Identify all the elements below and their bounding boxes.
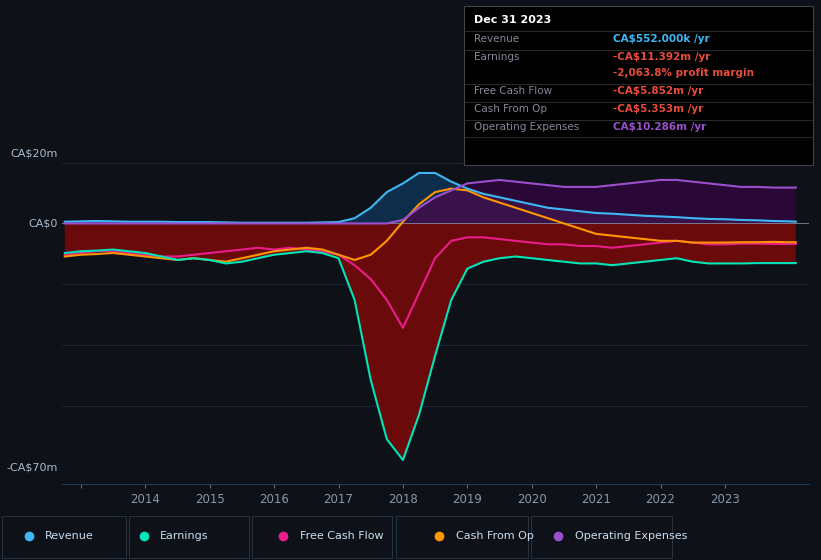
- Text: Operating Expenses: Operating Expenses: [575, 531, 687, 541]
- Text: Cash From Op: Cash From Op: [474, 104, 547, 114]
- Text: -CA$5.852m /yr: -CA$5.852m /yr: [613, 86, 704, 96]
- Text: Free Cash Flow: Free Cash Flow: [300, 531, 383, 541]
- Text: Cash From Op: Cash From Op: [456, 531, 534, 541]
- Text: CA$552.000k /yr: CA$552.000k /yr: [613, 34, 710, 44]
- Text: Earnings: Earnings: [160, 531, 209, 541]
- Text: Revenue: Revenue: [474, 34, 519, 44]
- Text: Free Cash Flow: Free Cash Flow: [474, 86, 552, 96]
- Text: Earnings: Earnings: [474, 52, 519, 62]
- Text: -CA$11.392m /yr: -CA$11.392m /yr: [613, 52, 711, 62]
- Text: CA$0: CA$0: [29, 218, 57, 228]
- Text: Operating Expenses: Operating Expenses: [474, 122, 579, 132]
- Text: -CA$70m: -CA$70m: [7, 462, 57, 472]
- Text: Revenue: Revenue: [45, 531, 94, 541]
- Text: CA$20m: CA$20m: [11, 149, 57, 159]
- Text: Dec 31 2023: Dec 31 2023: [474, 15, 551, 25]
- Text: -CA$5.353m /yr: -CA$5.353m /yr: [613, 104, 704, 114]
- Text: CA$10.286m /yr: CA$10.286m /yr: [613, 122, 707, 132]
- Text: -2,063.8% profit margin: -2,063.8% profit margin: [613, 68, 754, 78]
